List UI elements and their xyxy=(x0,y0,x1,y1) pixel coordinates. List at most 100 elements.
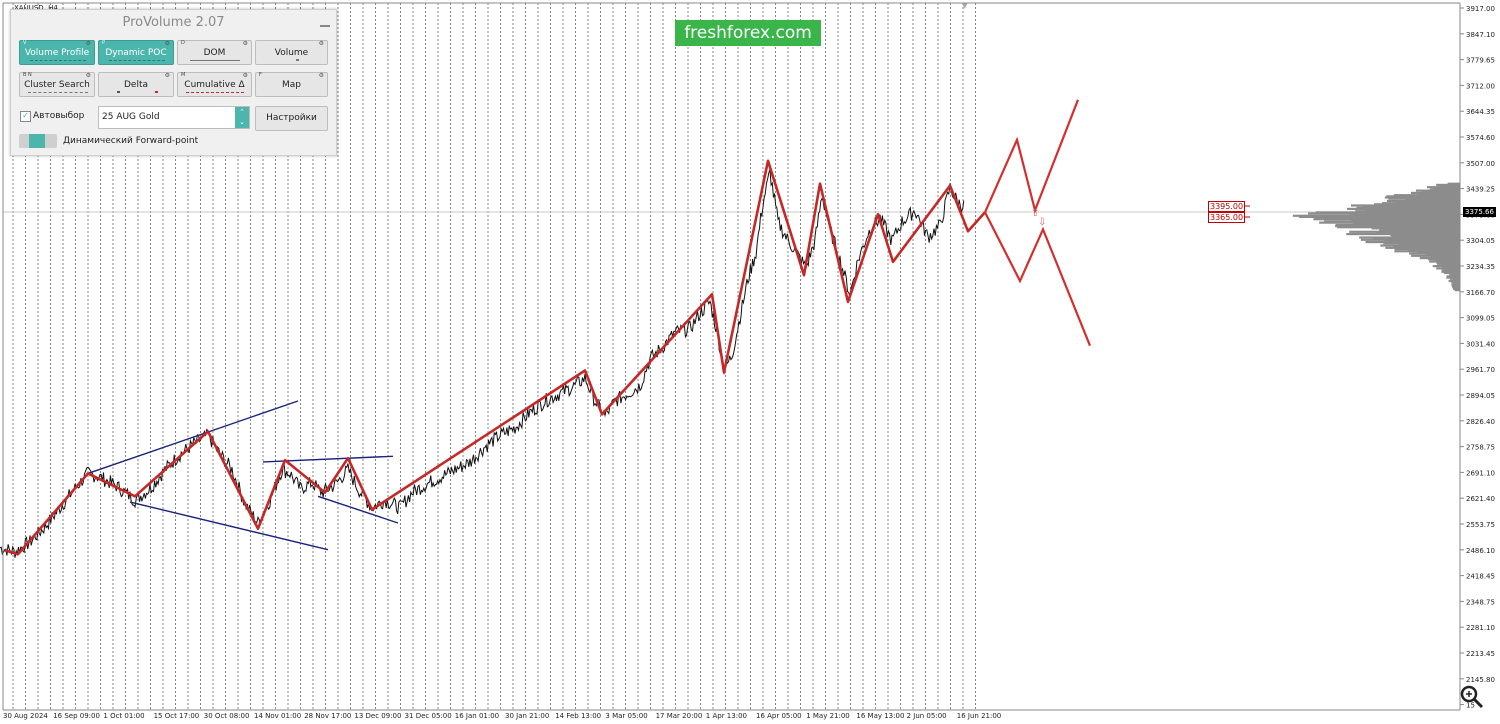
volume-profile-bar xyxy=(1409,252,1460,255)
volume-profile-bar xyxy=(1446,275,1460,278)
y-tick-label: 3439.25 xyxy=(1466,186,1495,194)
zigzag-line xyxy=(4,159,986,556)
spinner-arrows-icon[interactable]: ⌃ ⌄ xyxy=(235,107,249,128)
y-tick-label: 2281.10 xyxy=(1466,624,1495,632)
button-label: DOM xyxy=(203,48,226,58)
volume-profile-bar xyxy=(1444,271,1460,275)
volume-profile-bar xyxy=(1451,283,1460,286)
delta-button[interactable]: ⚙ Delta xyxy=(98,72,174,97)
volume-profile-bar xyxy=(1360,238,1460,241)
volume-profile-bar xyxy=(1392,235,1460,238)
x-axis-ticks: 30 Aug 2024 16 Sep 09:00 1 Oct 01:00 15 Oct… xyxy=(3,712,1001,720)
gear-icon[interactable]: ⚙ xyxy=(164,40,170,47)
button-label: Volume xyxy=(274,48,309,58)
x-tick-label: 17 Mar 20:00 xyxy=(656,712,703,720)
cumulative-delta-button[interactable]: M ⚙ Cumulative Δ xyxy=(177,72,252,97)
volume-profile-bar xyxy=(1454,289,1460,292)
volume-profile-bar xyxy=(1384,196,1460,199)
cluster-search-button[interactable]: B N ⚙ Cluster Search xyxy=(19,72,95,97)
volume-profile-bar xyxy=(1432,265,1460,268)
dom-button[interactable]: D ⚙ DOM xyxy=(177,40,252,65)
volume-profile-bar xyxy=(1405,198,1460,201)
volume-profile-bar xyxy=(1292,214,1460,217)
auto-select-checkbox[interactable]: ✓ xyxy=(20,111,31,122)
volume-profile-bar xyxy=(1425,253,1460,256)
x-tick-label: 15 Oct 17:00 xyxy=(154,712,200,720)
y-tick-label: 2826.40 xyxy=(1466,418,1495,426)
volume-profile-bar xyxy=(1449,273,1460,276)
y-tick-label: 2961.70 xyxy=(1466,366,1495,374)
map-button[interactable]: F ⚙ Map xyxy=(255,72,328,97)
volume-profile-bar xyxy=(1388,197,1460,200)
button-indicator xyxy=(186,90,244,93)
volume-profile-bar xyxy=(1350,219,1460,222)
volume-profile-bar xyxy=(1407,248,1460,252)
volume-profile-bar xyxy=(1394,247,1460,251)
zoom-icon[interactable] xyxy=(1459,684,1485,710)
volume-profile-bar xyxy=(1386,199,1460,203)
gear-icon[interactable]: ⚙ xyxy=(85,40,91,47)
y-tick-label: 3644.35 xyxy=(1466,108,1495,116)
channel-line xyxy=(317,495,399,524)
volume-profile-bar xyxy=(1437,262,1460,265)
provolume-panel[interactable]: ProVolume 2.07 V ⚙ Volume Profile P ⚙ Dy… xyxy=(10,9,337,156)
channel-line xyxy=(129,501,329,551)
volume-profile-bar xyxy=(1376,231,1460,235)
volume-profile-bar xyxy=(1314,216,1460,220)
volume-profile-bar xyxy=(1436,267,1460,270)
forward-point-toggle[interactable] xyxy=(19,134,57,148)
dynamic-poc-button[interactable]: P ⚙ Dynamic POC xyxy=(98,40,174,65)
volume-profile-bar xyxy=(1349,230,1460,233)
volume-profile-bar xyxy=(1446,276,1460,279)
gear-icon[interactable]: ⚙ xyxy=(242,40,248,47)
contract-select[interactable]: 25 AUG Gold ⌃ ⌄ xyxy=(98,106,250,129)
x-tick-label: 14 Feb 13:00 xyxy=(555,712,601,720)
volume-profile-bar xyxy=(1350,204,1460,207)
y-tick-label: 3031.40 xyxy=(1466,340,1495,348)
volume-profile-bar xyxy=(1396,200,1460,204)
gear-icon[interactable]: ⚙ xyxy=(164,72,170,79)
volume-profile-bar xyxy=(1441,270,1460,273)
current-price-label: 3375.66 xyxy=(1463,207,1496,217)
gear-icon[interactable]: ⚙ xyxy=(318,40,324,47)
volume-profile-button[interactable]: V ⚙ Volume Profile xyxy=(19,40,95,65)
y-tick-label: 3574.60 xyxy=(1466,134,1495,142)
volume-button[interactable]: ⚙ Volume xyxy=(255,40,328,65)
volume-profile-bar xyxy=(1393,194,1460,197)
button-indicator xyxy=(190,58,240,61)
volume-profile-bar xyxy=(1319,221,1460,224)
gear-icon[interactable]: ⚙ xyxy=(242,72,248,79)
volume-profile-bar xyxy=(1441,269,1460,272)
gear-icon[interactable]: ⚙ xyxy=(318,72,324,79)
volume-profile-bar xyxy=(1393,245,1460,248)
minimize-icon[interactable] xyxy=(320,16,330,27)
x-tick-label: 16 Jan 01:00 xyxy=(455,712,499,720)
volume-profile-bar xyxy=(1452,286,1460,289)
volume-profile-bar xyxy=(1430,255,1460,259)
hotkey-label: V xyxy=(23,40,27,46)
y-tick-label: 3712.00 xyxy=(1466,82,1495,90)
upper-price-box: 3395.00 xyxy=(1208,201,1246,212)
volume-profile-bar xyxy=(1385,246,1460,249)
down-arrow-icon: ⇩ xyxy=(1038,217,1046,228)
y-tick-label: 15 xyxy=(1466,702,1475,710)
gear-icon[interactable]: ⚙ xyxy=(85,72,91,79)
up-arrow-icon: ⇧ xyxy=(1031,208,1039,219)
volume-profile-bar xyxy=(1362,205,1460,208)
button-label: Map xyxy=(282,80,301,90)
scroll-marker-icon[interactable]: ▼ xyxy=(962,2,968,10)
volume-profile-bar xyxy=(1417,192,1460,196)
volume-profile-bar xyxy=(1383,242,1460,245)
volume-profile-bar xyxy=(1374,203,1460,206)
volume-profile-bar xyxy=(1428,258,1460,261)
button-indicator xyxy=(296,59,299,61)
button-label: Volume Profile xyxy=(24,48,90,58)
x-tick-label: 2 Jun 05:00 xyxy=(907,712,947,720)
volume-profile-bar xyxy=(1365,240,1460,244)
y-axis-ticks: 3917.00 3847.10 3779.65 3712.00 3644.35 3574.… xyxy=(1460,5,1495,710)
y-tick-label: 3507.00 xyxy=(1466,160,1495,168)
volume-profile-bar xyxy=(1380,244,1460,247)
y-tick-label: 3234.35 xyxy=(1466,263,1495,271)
volume-profile-bar xyxy=(1449,277,1460,280)
settings-button[interactable]: Настройки xyxy=(255,106,328,131)
